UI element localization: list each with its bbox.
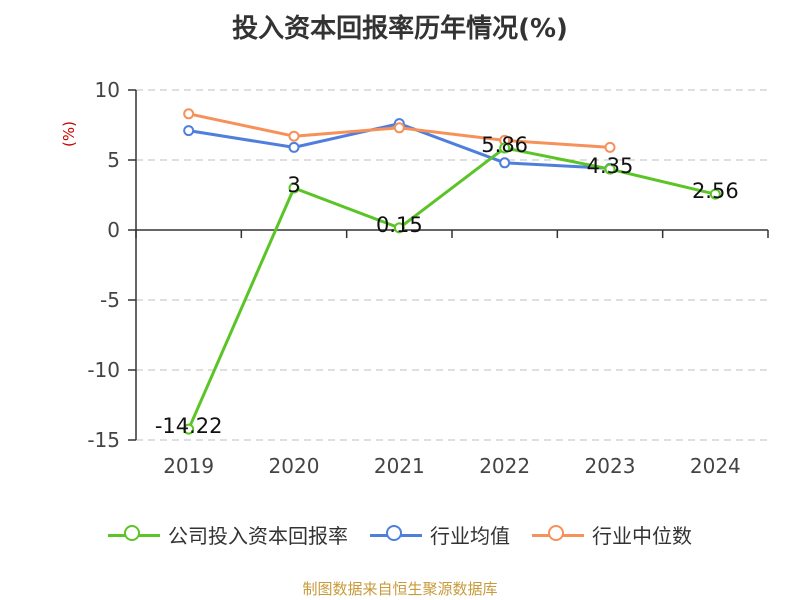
- y-tick-label: -15: [87, 428, 120, 452]
- data-point: [604, 141, 616, 153]
- y-tick-label: -5: [100, 288, 120, 312]
- legend-item[interactable]: 行业中位数: [532, 520, 692, 549]
- data-point: [288, 141, 300, 153]
- y-tick-label: -10: [87, 358, 120, 382]
- data-point: [183, 125, 195, 137]
- data-label: 0.15: [376, 213, 423, 237]
- legend-swatch-icon: [370, 524, 422, 545]
- y-tick-label: 5: [107, 148, 120, 172]
- x-tick-label: 2023: [585, 454, 636, 478]
- data-label: 3: [287, 173, 300, 197]
- data-point: [183, 108, 195, 120]
- data-point: [709, 188, 721, 200]
- x-tick-label: 2021: [374, 454, 425, 478]
- data-point: [288, 182, 300, 194]
- legend-label: 公司投入资本回报率: [168, 524, 348, 548]
- data-label: 2.56: [692, 179, 739, 203]
- legend: 公司投入资本回报率 行业均值 行业中位数: [0, 520, 800, 549]
- line-chart: 10 5 0 -5 -10 -15 2019 2020 2021 2022 2023 2024 -14.…: [87, 78, 769, 478]
- legend-label: 行业中位数: [592, 524, 692, 548]
- y-tick-label: 10: [95, 78, 120, 102]
- x-tick-label: 2019: [163, 454, 214, 478]
- legend-item[interactable]: 行业均值: [370, 520, 510, 549]
- data-label: 4.35: [587, 154, 634, 178]
- series-line: [187, 146, 716, 430]
- legend-swatch-icon: [108, 524, 160, 545]
- x-tick-label: 2022: [479, 454, 530, 478]
- x-tick-label: 2024: [690, 454, 741, 478]
- data-point: [499, 157, 511, 169]
- data-point: [183, 423, 195, 435]
- data-point: [499, 142, 511, 154]
- chart-title: 投入资本回报率历年情况(%): [232, 14, 568, 44]
- data-label: -14.22: [155, 414, 223, 438]
- source-note: 制图数据来自恒生聚源数据库: [302, 580, 498, 598]
- data-label: 5.86: [481, 133, 528, 157]
- y-tick-label: 0: [107, 218, 120, 242]
- legend-label: 行业均值: [430, 524, 510, 548]
- data-point: [393, 222, 405, 234]
- x-tick-label: 2020: [269, 454, 320, 478]
- data-point: [393, 122, 405, 134]
- legend-swatch-icon: [532, 524, 584, 545]
- data-point: [288, 130, 300, 142]
- data-point: [604, 163, 616, 175]
- legend-item[interactable]: 公司投入资本回报率: [108, 520, 348, 549]
